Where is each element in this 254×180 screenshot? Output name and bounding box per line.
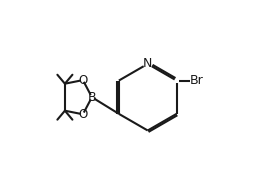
Text: O: O (78, 74, 88, 87)
Text: N: N (143, 57, 152, 70)
Text: B: B (88, 91, 96, 104)
Text: Br: Br (190, 74, 204, 87)
Text: O: O (78, 108, 88, 121)
